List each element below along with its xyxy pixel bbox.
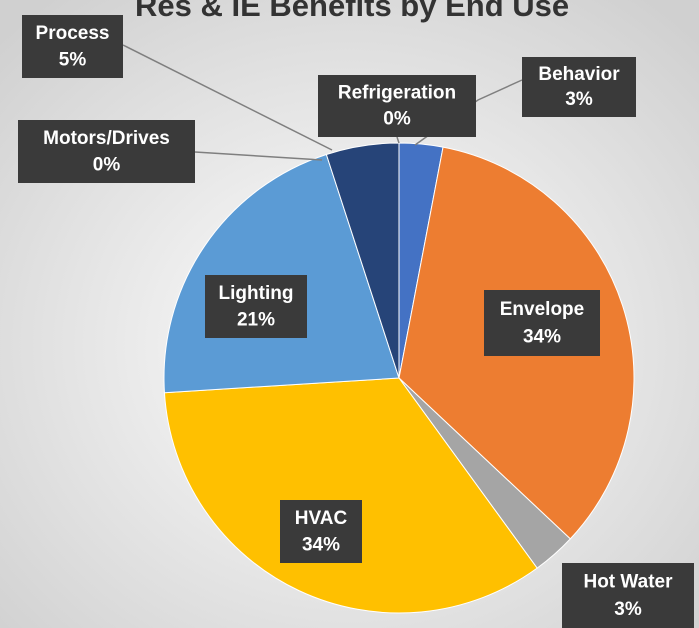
value-label: 21% xyxy=(237,309,275,330)
label-box xyxy=(22,15,123,78)
label-box xyxy=(280,500,362,563)
category-label: Hot Water xyxy=(583,572,673,593)
value-label: 5% xyxy=(59,49,87,70)
category-label: Behavior xyxy=(538,64,620,85)
leader-line xyxy=(396,136,400,144)
value-label: 34% xyxy=(302,534,340,555)
pie-slice xyxy=(163,377,538,614)
leader-line xyxy=(194,151,323,161)
category-label: Envelope xyxy=(500,299,584,320)
category-label: Lighting xyxy=(219,283,294,304)
label-box xyxy=(562,563,694,628)
value-label: 3% xyxy=(565,89,593,110)
category-label: Process xyxy=(36,23,110,44)
label-box xyxy=(484,290,600,356)
label-box xyxy=(522,57,636,117)
category-label: Refrigeration xyxy=(338,83,456,104)
category-label: Motors/Drives xyxy=(43,128,170,149)
leader-line xyxy=(122,44,333,151)
value-label: 3% xyxy=(614,599,642,620)
label-box xyxy=(318,75,476,137)
category-label: HVAC xyxy=(295,508,348,529)
value-label: 34% xyxy=(523,327,561,348)
value-label: 0% xyxy=(93,154,121,175)
value-label: 0% xyxy=(383,109,411,130)
label-box xyxy=(18,120,195,183)
chart-title: Res & IE Benefits by End Use xyxy=(135,0,569,23)
label-box xyxy=(205,275,307,338)
